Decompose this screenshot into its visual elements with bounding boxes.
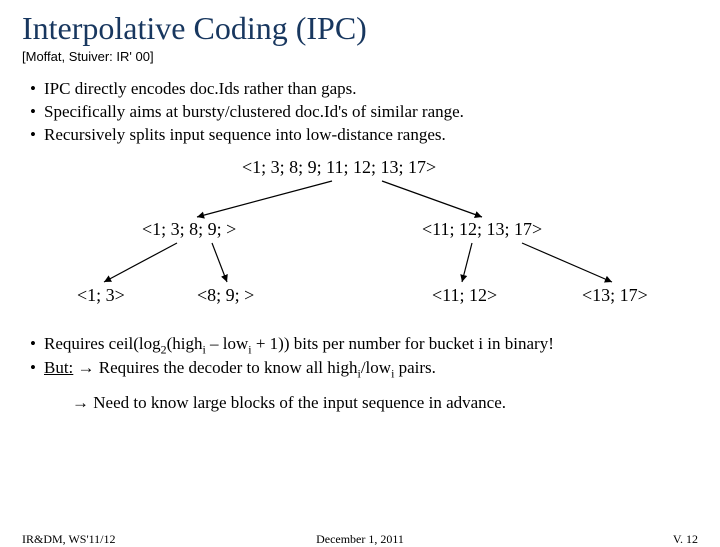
bullet-bottom-3: → Need to know large blocks of the input… [22,392,698,415]
tree-l2-c: <11; 12> [432,285,497,306]
tree-l2-a: <1; 3> [77,285,125,306]
slide: Interpolative Coding (IPC) [Moffat, Stui… [0,0,720,540]
tree-root: <1; 3; 8; 9; 11; 12; 13; 17> [242,157,436,178]
citation: [Moffat, Stuiver: IR' 00] [22,49,698,64]
bullets-top: IPC directly encodes doc.Ids rather than… [22,78,698,147]
tree-l2-b: <8; 9; > [197,285,254,306]
bullet-top-1: IPC directly encodes doc.Ids rather than… [30,78,698,101]
slide-title: Interpolative Coding (IPC) [22,10,698,47]
bullet-bottom-1: Requires ceil(log2(highi – lowi + 1)) bi… [30,333,698,357]
tree-diagram: <1; 3; 8; 9; 11; 12; 13; 17> <1; 3; 8; 9… [22,157,698,327]
bullet-top-3: Recursively splits input sequence into l… [30,124,698,147]
tree-l2-d: <13; 17> [582,285,648,306]
bullet-bottom-2: But: → Requires the decoder to know all … [30,357,698,381]
tree-l1-left: <1; 3; 8; 9; > [142,219,236,240]
tree-l1-right: <11; 12; 13; 17> [422,219,542,240]
bullet-top-2: Specifically aims at bursty/clustered do… [30,101,698,124]
bullets-bottom: Requires ceil(log2(highi – lowi + 1)) bi… [22,333,698,382]
